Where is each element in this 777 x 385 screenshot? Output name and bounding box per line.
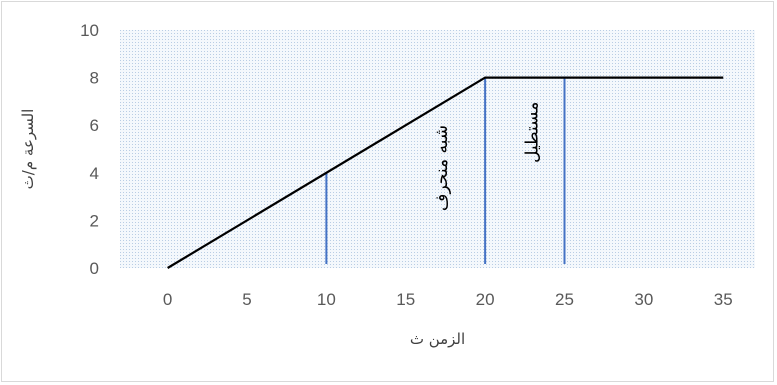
annotations: شبه منحرف مستطيل [432, 102, 542, 211]
y-tick-label: 10 [80, 21, 99, 40]
series-line [167, 76, 724, 269]
x-tick-label: 20 [476, 290, 495, 309]
reference-lines [325, 77, 566, 264]
x-tick-label: 25 [555, 290, 574, 309]
y-tick-labels: 0 2 4 6 8 10 [80, 21, 99, 278]
x-tick-label: 5 [242, 290, 251, 309]
annotation-label: شبه منحرف [432, 125, 452, 211]
y-tick-label: 6 [90, 116, 99, 135]
x-tick-label: 0 [163, 290, 172, 309]
y-tick-label: 2 [90, 211, 99, 230]
x-tick-label: 15 [396, 290, 415, 309]
x-axis-title: الزمن ث [410, 330, 465, 348]
x-tick-labels: 0 5 10 15 20 25 30 35 [163, 290, 733, 309]
y-tick-label: 0 [90, 259, 99, 278]
plot-area [120, 30, 755, 268]
y-axis-title: السرعة م/ث [19, 109, 37, 190]
x-tick-label: 10 [317, 290, 336, 309]
x-tick-label: 30 [634, 290, 653, 309]
annotation-label: مستطيل [523, 102, 543, 163]
y-tick-label: 8 [90, 69, 99, 88]
y-tick-label: 4 [90, 164, 99, 183]
x-tick-label: 35 [714, 290, 733, 309]
